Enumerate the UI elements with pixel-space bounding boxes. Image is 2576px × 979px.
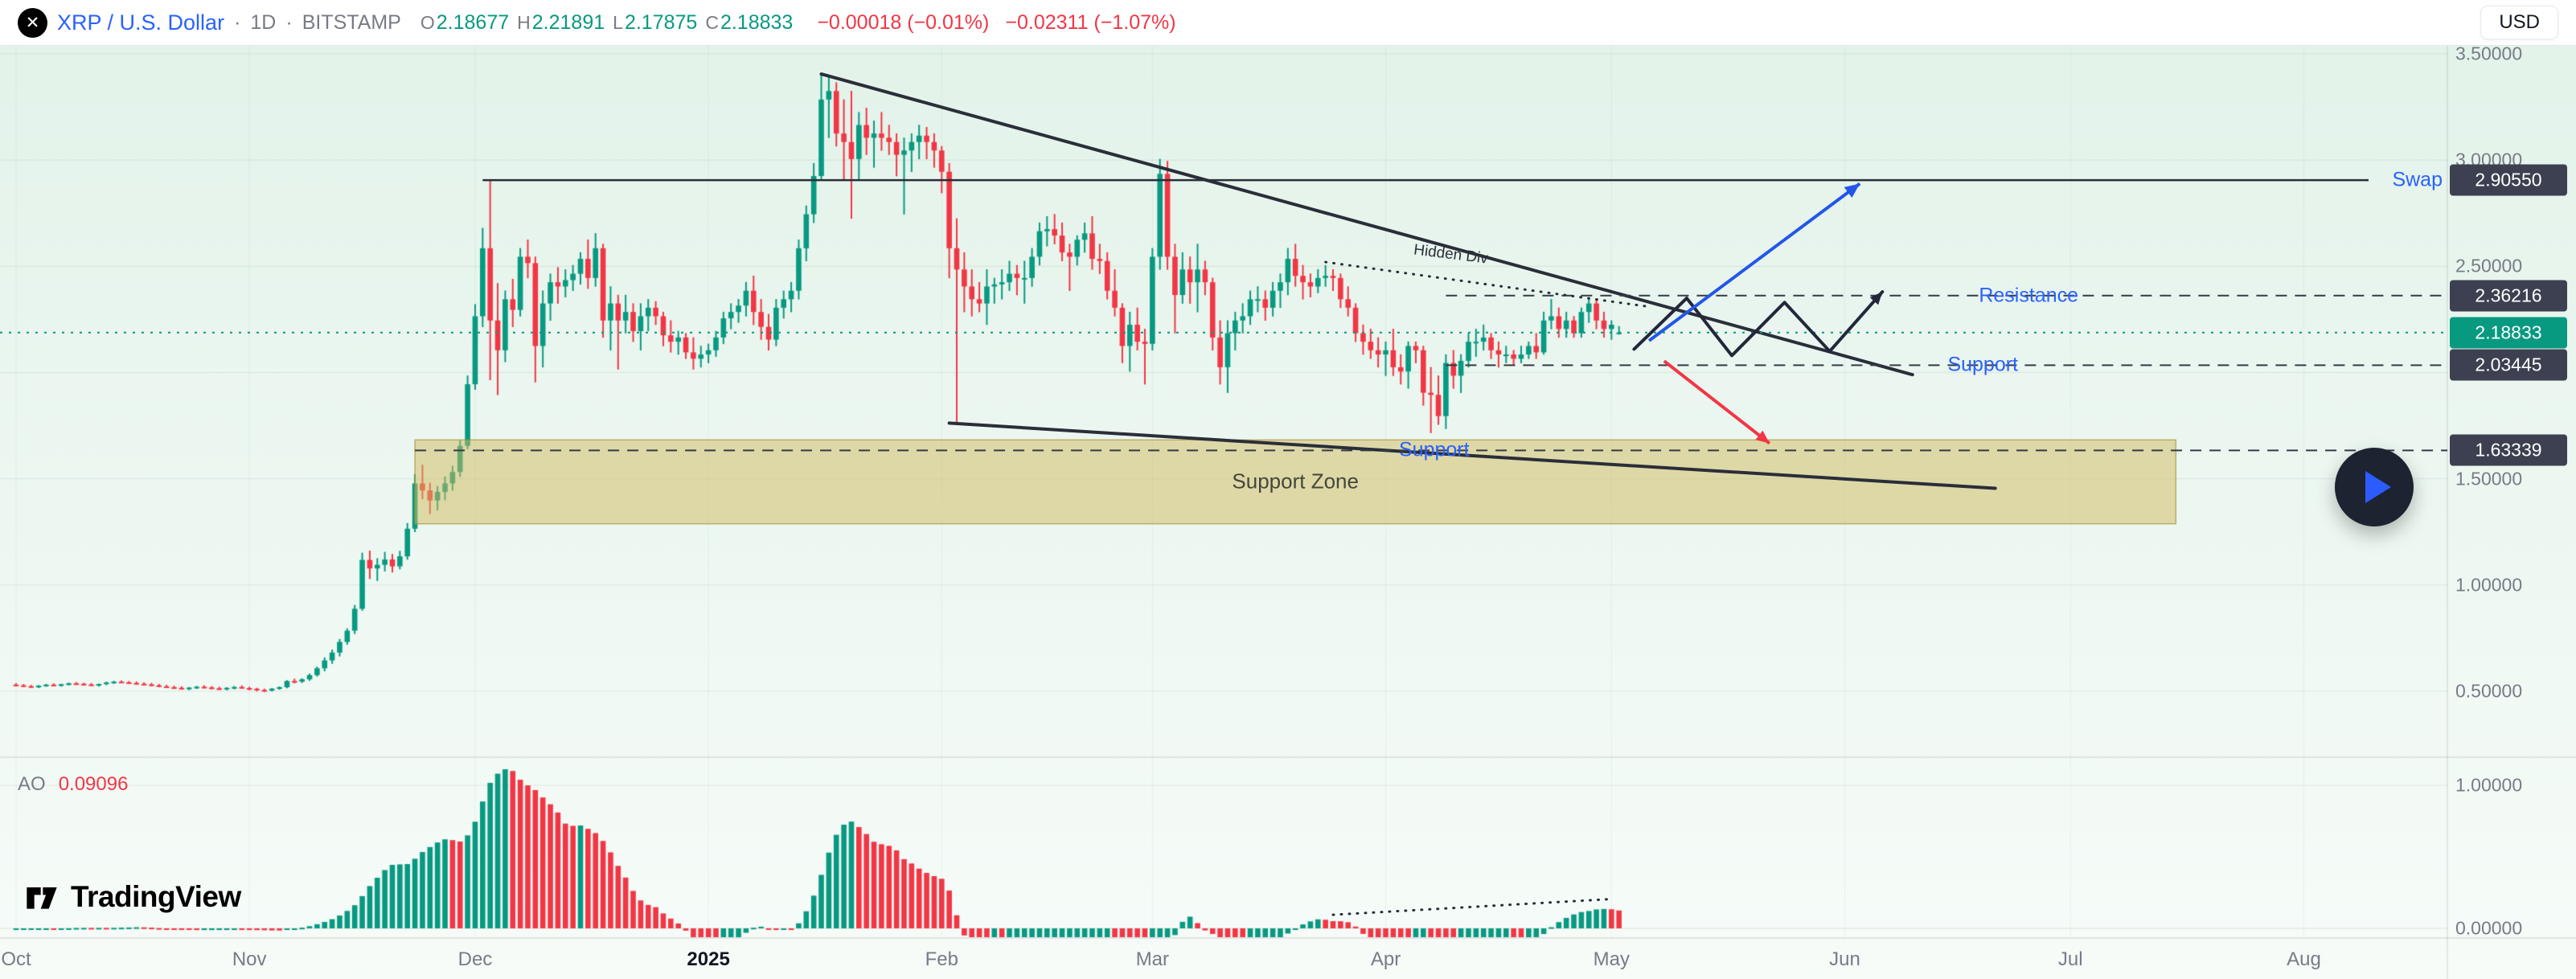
ohlc-readout: O 2.18677 H 2.21891 L 2.17875 C 2.18833 xyxy=(420,11,801,35)
time-axis-label: Apr xyxy=(1370,948,1401,970)
price-level-badge: 2.90550 xyxy=(2450,164,2567,196)
high-label: H xyxy=(517,11,531,33)
indicator-name[interactable]: AO xyxy=(18,773,46,795)
exchange-label: BITSTAMP xyxy=(301,10,401,34)
support-mid-label[interactable]: Support xyxy=(1947,353,2018,376)
tradingview-logo-text: TradingView xyxy=(71,880,241,913)
time-axis-label: Jul xyxy=(2057,948,2083,970)
play-button[interactable] xyxy=(2335,448,2414,526)
chart-header: ✕ XRP / U.S. Dollar · 1D · BITSTAMP O 2.1… xyxy=(0,0,2576,46)
time-axis-label: Feb xyxy=(925,948,958,970)
low-label: L xyxy=(613,11,623,33)
time-axis-label: Aug xyxy=(2287,948,2321,970)
open-value: 2.18677 xyxy=(436,10,510,34)
resistance-label[interactable]: Resistance xyxy=(1979,284,2078,307)
low-value: 2.17875 xyxy=(624,10,698,34)
time-axis-label: Nov xyxy=(232,948,267,970)
swap-label[interactable]: Swap xyxy=(2392,168,2443,191)
open-label: O xyxy=(420,11,435,33)
close-label: C xyxy=(705,11,719,33)
time-axis-label: Dec xyxy=(457,948,493,970)
xrp-logo-glyph: ✕ xyxy=(25,13,40,32)
support-zone-label: Support Zone xyxy=(1232,469,1359,494)
price-axis-label: 3.50000 xyxy=(2455,43,2523,64)
time-axis-label: Oct xyxy=(1,948,31,970)
last-price-badge: 2.18833 xyxy=(2450,317,2567,349)
tradingview-logo-icon xyxy=(27,887,57,909)
separator-dot-2: · xyxy=(285,10,293,34)
total-change: −0.02311 (−1.07%) xyxy=(1005,10,1176,34)
ao-axis-label: 1.00000 xyxy=(2455,774,2523,796)
price-axis-label: 2.50000 xyxy=(2455,255,2523,276)
price-axis-label: 1.50000 xyxy=(2455,468,2523,490)
price-axis-label: 1.00000 xyxy=(2455,574,2523,596)
tradingview-watermark[interactable]: TradingView xyxy=(23,878,241,916)
time-axis-year-label: 2025 xyxy=(687,948,730,970)
price-level-badge: 2.36216 xyxy=(2450,280,2567,312)
time-axis-label: Jun xyxy=(1829,948,1860,970)
currency-button[interactable]: USD xyxy=(2480,6,2558,39)
indicator-header: AO 0.09096 xyxy=(18,773,128,796)
timeframe-label[interactable]: 1D xyxy=(250,10,277,34)
bar-change: −0.00018 (−0.01%) xyxy=(817,10,990,34)
xrp-logo-icon: ✕ xyxy=(18,7,47,38)
support-low-label[interactable]: Support xyxy=(1399,438,1470,461)
symbol-title[interactable]: XRP / U.S. Dollar xyxy=(57,10,225,35)
high-value: 2.21891 xyxy=(531,10,605,34)
close-value: 2.18833 xyxy=(720,10,794,34)
price-level-badge: 2.03445 xyxy=(2450,349,2567,381)
price-level-badge: 1.63339 xyxy=(2450,434,2567,466)
time-axis-label: Mar xyxy=(1135,948,1170,970)
ao-axis-label: 0.00000 xyxy=(2455,917,2523,939)
indicator-value: 0.09096 xyxy=(58,773,129,795)
play-icon xyxy=(2365,471,2391,503)
time-axis-label: May xyxy=(1593,948,1630,970)
price-axis-label: 0.50000 xyxy=(2455,680,2523,702)
separator-dot-1: · xyxy=(234,10,241,34)
